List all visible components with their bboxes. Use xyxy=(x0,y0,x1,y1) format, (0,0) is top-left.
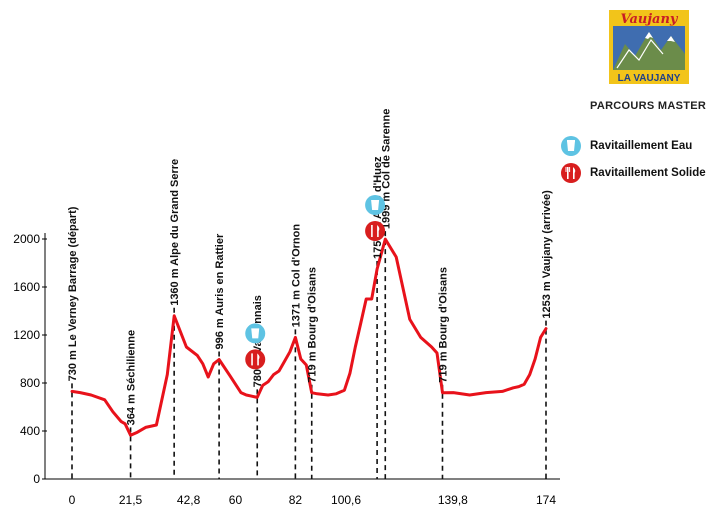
y-tick-label: 2000 xyxy=(13,232,40,246)
icon-disc xyxy=(245,349,266,370)
y-axis: 0 400 800 1200 1600 2000 xyxy=(13,232,47,486)
y-tick-label: 400 xyxy=(20,424,40,438)
marker-label: 719 m Bourg d'Oisans xyxy=(307,267,319,383)
y-tick-label: 1200 xyxy=(13,328,40,342)
x-tick-label: 42,8 xyxy=(177,493,201,507)
vaujany-logo: Vaujany LA VAUJANY xyxy=(609,10,689,84)
x-tick-label: 100,6 xyxy=(331,493,361,507)
x-tick-label: 82 xyxy=(289,493,303,507)
course-title: PARCOURS MASTER xyxy=(590,100,707,112)
logo-script: Vaujany xyxy=(621,12,679,27)
y-tick-label: 0 xyxy=(33,472,40,486)
fork-knife-icon xyxy=(365,221,386,241)
marker-label: 1371 m Col d'Ornon xyxy=(290,224,302,328)
marker-label: 996 m Auris en Rattier xyxy=(214,233,226,349)
fork-knife-icon xyxy=(561,163,581,183)
marker-label: 730 m Le Verney Barrage (départ) xyxy=(67,206,79,381)
icon-glyph xyxy=(371,225,373,237)
icon-glyph xyxy=(251,353,253,366)
marker-label: 1999 m Col de Sarenne xyxy=(380,109,392,229)
fork-knife-icon xyxy=(245,349,266,370)
x-axis: 0 21,5 42,8 60 82 100,6 139,8 174 xyxy=(45,478,560,507)
water-bottle-icon xyxy=(245,323,266,344)
legend-food: Ravitaillement Solide xyxy=(560,161,706,185)
icon-disc xyxy=(365,221,386,241)
water-bottle-icon xyxy=(561,136,581,156)
marker-label: 1253 m Vaujany (arrivée) xyxy=(541,190,553,319)
icon-glyph xyxy=(371,200,380,210)
x-tick-label: 174 xyxy=(536,493,556,507)
x-tick-label: 0 xyxy=(69,493,76,507)
x-tick-label: 139,8 xyxy=(438,493,468,507)
marker-label: 1360 m Alpe du Grand Serre xyxy=(169,159,181,306)
x-tick-label: 60 xyxy=(229,493,243,507)
marker-label: 719 m Bourg d'Oisans xyxy=(437,267,449,383)
legend-water-label: Ravitaillement Eau xyxy=(590,140,693,152)
x-tick-label: 21,5 xyxy=(119,493,143,507)
legend-water: Ravitaillement Eau xyxy=(560,134,692,158)
marker-labels: 730 m Le Verney Barrage (départ) 364 m Sé… xyxy=(67,109,553,426)
y-tick-label: 800 xyxy=(20,376,40,390)
aid-station-icons xyxy=(245,195,386,370)
y-tick-label: 1600 xyxy=(13,280,40,294)
marker-drop-lines xyxy=(71,231,547,479)
icon-glyph xyxy=(257,353,260,366)
elevation-line xyxy=(70,237,548,437)
water-bottle-icon xyxy=(365,195,386,215)
logo-banner: LA VAUJANY xyxy=(618,73,681,84)
legend-food-label: Ravitaillement Solide xyxy=(590,167,706,179)
elevation-profile xyxy=(70,237,548,437)
icon-glyph xyxy=(251,328,260,339)
icon-glyph xyxy=(377,225,380,237)
marker-label: 364 m Séchilienne xyxy=(126,330,138,425)
